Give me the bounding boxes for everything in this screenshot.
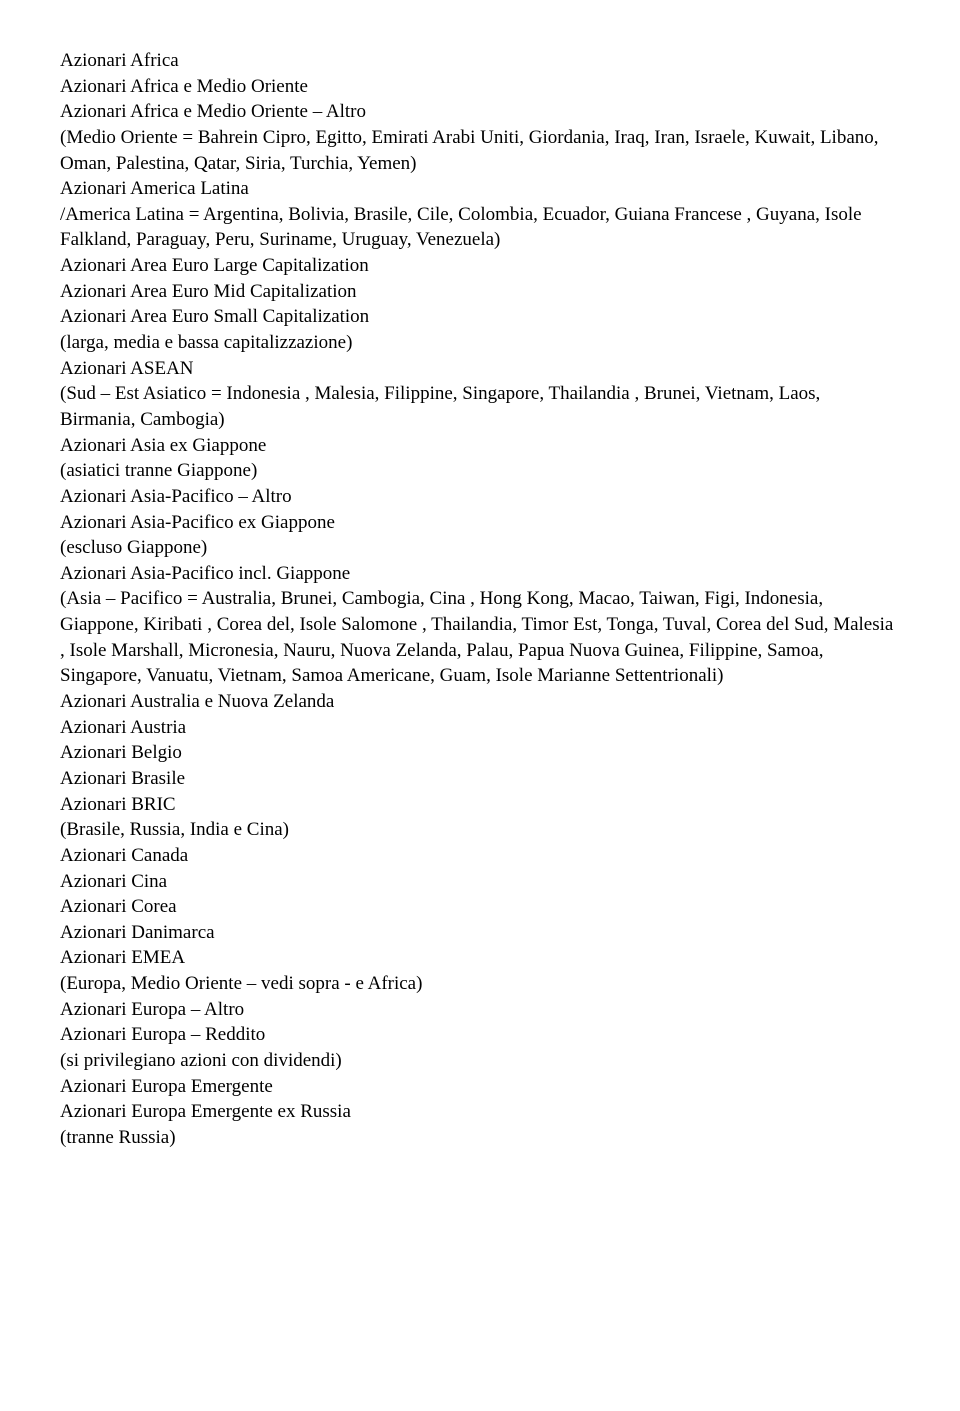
text-line: Azionari Danimarca [60, 920, 900, 946]
text-line: Azionari Cina [60, 869, 900, 895]
text-line: Azionari Asia-Pacifico ex Giappone [60, 510, 900, 536]
text-line: Azionari Area Euro Mid Capitalization [60, 279, 900, 305]
text-line: Azionari Europa Emergente ex Russia [60, 1099, 900, 1125]
text-line: Azionari Africa e Medio Oriente – Altro [60, 99, 900, 125]
text-line: Azionari Europa – Reddito [60, 1022, 900, 1048]
text-line: Azionari Area Euro Large Capitalization [60, 253, 900, 279]
text-line: Azionari Belgio [60, 740, 900, 766]
text-line: Azionari BRIC [60, 792, 900, 818]
text-line: Azionari Africa e Medio Oriente [60, 74, 900, 100]
text-line: Azionari America Latina [60, 176, 900, 202]
text-line: Azionari Asia-Pacifico – Altro [60, 484, 900, 510]
text-line: (Brasile, Russia, India e Cina) [60, 817, 900, 843]
text-line: Azionari Europa – Altro [60, 997, 900, 1023]
text-line: Azionari Brasile [60, 766, 900, 792]
text-line: (Sud – Est Asiatico = Indonesia , Malesi… [60, 381, 900, 432]
text-line: Azionari Area Euro Small Capitalization [60, 304, 900, 330]
text-line: (tranne Russia) [60, 1125, 900, 1151]
document-body: Azionari AfricaAzionari Africa e Medio O… [60, 48, 900, 1151]
text-line: (asiatici tranne Giappone) [60, 458, 900, 484]
text-line: Azionari Europa Emergente [60, 1074, 900, 1100]
text-line: Azionari Australia e Nuova Zelanda [60, 689, 900, 715]
text-line: (Europa, Medio Oriente – vedi sopra - e … [60, 971, 900, 997]
text-line: Azionari Corea [60, 894, 900, 920]
text-line: (escluso Giappone) [60, 535, 900, 561]
text-line: (larga, media e bassa capitalizzazione) [60, 330, 900, 356]
text-line: /America Latina = Argentina, Bolivia, Br… [60, 202, 900, 253]
text-line: Azionari Asia-Pacifico incl. Giappone [60, 561, 900, 587]
text-line: (Asia – Pacifico = Australia, Brunei, Ca… [60, 586, 900, 689]
text-line: Azionari Austria [60, 715, 900, 741]
text-line: Azionari Asia ex Giappone [60, 433, 900, 459]
text-line: Azionari Canada [60, 843, 900, 869]
text-line: (si privilegiano azioni con dividendi) [60, 1048, 900, 1074]
text-line: Azionari ASEAN [60, 356, 900, 382]
text-line: Azionari Africa [60, 48, 900, 74]
text-line: Azionari EMEA [60, 945, 900, 971]
text-line: (Medio Oriente = Bahrein Cipro, Egitto, … [60, 125, 900, 176]
